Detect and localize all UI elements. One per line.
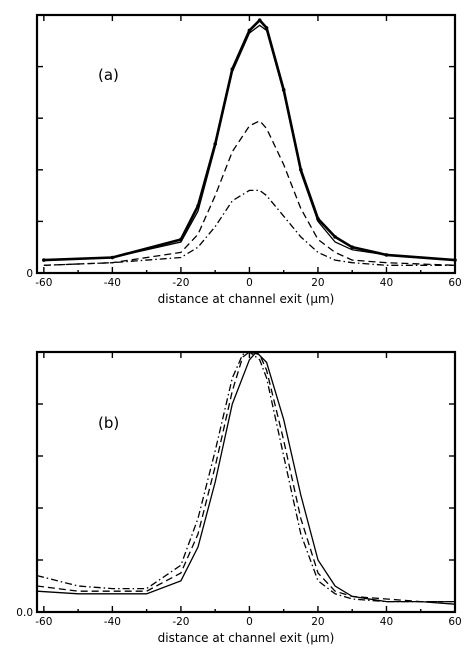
data-point — [264, 26, 269, 30]
x-tick-label: -20 — [172, 277, 189, 289]
y-tick-label: 0.0 — [16, 607, 33, 619]
data-point — [333, 235, 337, 239]
data-point — [42, 258, 46, 262]
x-tick-label: -60 — [35, 616, 52, 628]
x-tick-label: 20 — [311, 277, 324, 289]
x-tick-label: -20 — [172, 616, 189, 628]
x-tick-label: 0 — [246, 277, 253, 289]
x-tick-label: 40 — [380, 616, 393, 628]
panel-label: (a) — [98, 66, 119, 84]
plot-frame — [35, 13, 457, 275]
series-dots-line — [43, 18, 456, 262]
panel-b: -60 -40 -20 0 20 40 60 0.0 distance at channel e… — [16, 350, 462, 645]
x-axis-label: distance at channel exit (μm) — [158, 292, 335, 306]
y-tick-label: 0 — [26, 268, 33, 280]
panel-label: (b) — [98, 414, 119, 432]
x-tick-label: 0 — [246, 616, 253, 628]
plot-frame — [35, 350, 457, 614]
series-dashed-line — [43, 119, 456, 266]
x-tick-label: 60 — [448, 616, 461, 628]
x-tick-label: 40 — [380, 277, 393, 289]
series-dashed-line — [36, 351, 455, 603]
data-point — [247, 28, 252, 33]
series-solid-line — [43, 24, 456, 261]
x-axis-label: distance at channel exit (μm) — [158, 631, 335, 645]
series-solid-line — [36, 351, 456, 605]
x-tick-label: 60 — [448, 277, 461, 289]
x-tick-label: -40 — [104, 616, 121, 628]
x-tick-label: -40 — [104, 277, 121, 289]
data-point — [453, 258, 457, 262]
data-point — [257, 18, 262, 22]
data-point — [350, 245, 355, 249]
x-tick-label: 20 — [311, 616, 324, 628]
series-dashdot-line — [36, 351, 455, 603]
panel-a: -60 -40 -20 0 20 40 60 0 distance at channel exi… — [26, 13, 462, 306]
series-dashdot-line — [43, 189, 455, 266]
x-tick-label: -60 — [35, 277, 52, 289]
